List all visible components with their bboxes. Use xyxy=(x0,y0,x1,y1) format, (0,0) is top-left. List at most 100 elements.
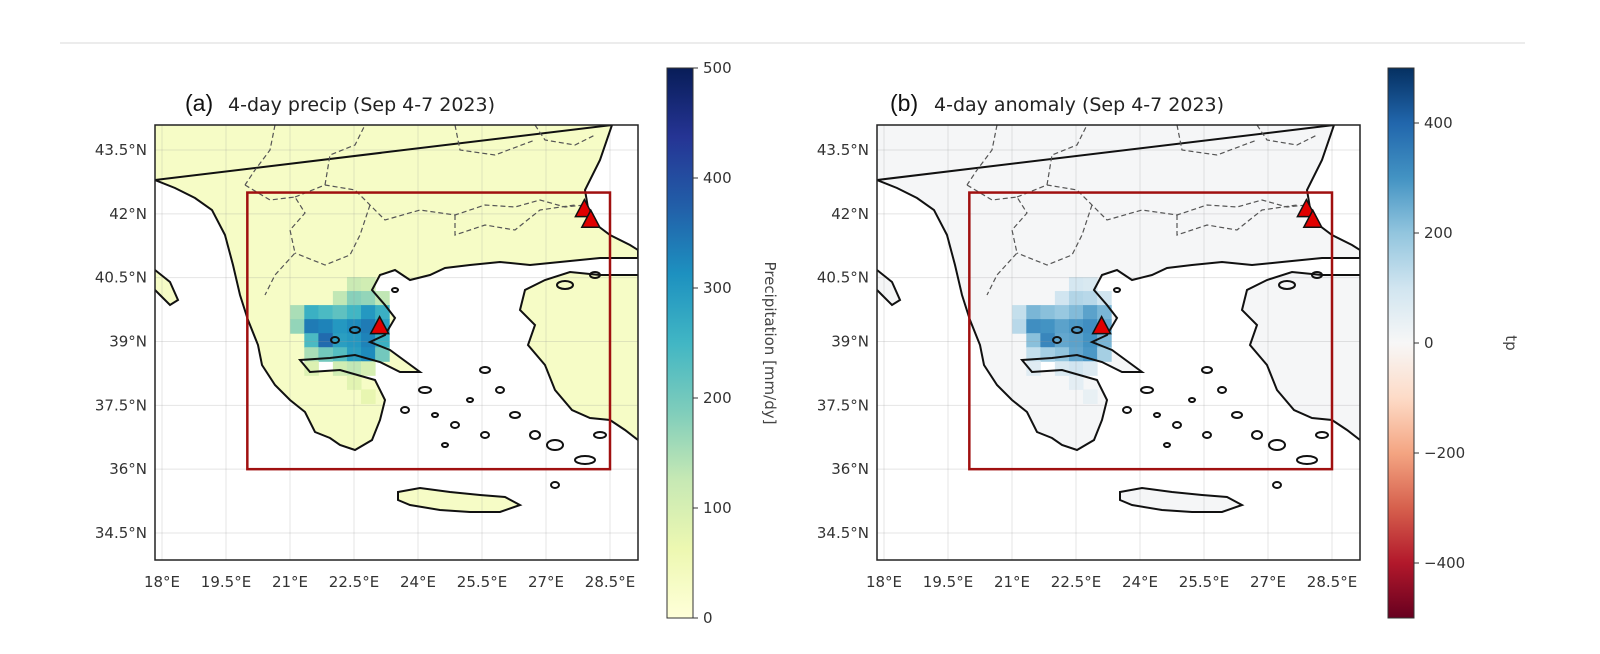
region-box xyxy=(246,191,612,471)
lon-tick-label: 24°E xyxy=(1122,573,1158,591)
data-cell xyxy=(1097,347,1112,362)
panel-letter: (b) xyxy=(890,90,918,116)
coastline xyxy=(155,125,638,452)
country-border xyxy=(324,125,366,186)
lon-tick-label: 27°E xyxy=(528,573,564,591)
axes-frame xyxy=(154,124,639,561)
data-cell xyxy=(361,291,376,306)
data-cell xyxy=(1083,361,1098,376)
data-cell xyxy=(1068,375,1084,390)
country-border xyxy=(244,184,306,296)
data-cell xyxy=(1012,319,1027,334)
country-border xyxy=(454,204,576,236)
map-axes: 18°E 19.5°E 21°E 22.5°E 24°E 25.5°E 27°E 28.5°E… xyxy=(95,124,639,591)
island xyxy=(550,481,560,489)
land-crete xyxy=(398,488,520,512)
coastline xyxy=(877,125,1360,452)
country-border xyxy=(1046,125,1088,186)
region-box xyxy=(968,191,1334,471)
island xyxy=(1201,366,1213,374)
lon-tick-label: 19.5°E xyxy=(201,573,251,591)
colorbar-tick-label: 400 xyxy=(1424,114,1453,132)
data-cell xyxy=(1040,333,1055,348)
island xyxy=(1296,455,1318,465)
island xyxy=(509,411,521,419)
island xyxy=(1172,421,1182,429)
data-cell xyxy=(346,333,362,348)
data-cell xyxy=(290,319,305,334)
data-cell xyxy=(1026,305,1041,320)
data-cell xyxy=(1012,305,1027,320)
data-cell xyxy=(375,305,390,320)
coastline xyxy=(1240,270,1360,441)
colorbar-tick-label: 300 xyxy=(703,279,732,297)
colorbar-tick-label: 100 xyxy=(703,499,732,517)
lat-tick-label: 34.5°N xyxy=(817,524,869,542)
data-cell xyxy=(375,291,390,306)
island xyxy=(479,366,491,374)
colorbar-label: tp xyxy=(1502,335,1520,350)
island xyxy=(1188,397,1196,403)
panel-title: 4-day precip (Sep 4-7 2023) xyxy=(228,94,495,116)
island xyxy=(1217,386,1227,394)
lon-tick-label: 21°E xyxy=(272,573,308,591)
country-border xyxy=(454,125,536,156)
island xyxy=(1113,287,1121,293)
data-cell xyxy=(361,333,376,348)
country-border xyxy=(1176,125,1258,156)
lat-tick-label: 42°N xyxy=(831,205,869,223)
country-border xyxy=(966,125,998,186)
lat-tick-label: 43.5°N xyxy=(95,141,147,159)
data-cell xyxy=(318,319,333,334)
colorbar-tick-label: −400 xyxy=(1424,554,1465,572)
triangle-marker xyxy=(369,315,390,335)
country-border xyxy=(534,125,596,146)
lat-tick-label: 40.5°N xyxy=(817,269,869,287)
island xyxy=(1202,431,1212,439)
lon-tick-label: 22.5°E xyxy=(329,573,379,591)
coastline-crete xyxy=(397,486,523,513)
lon-tick-label: 25.5°E xyxy=(457,573,507,591)
coastline-italy xyxy=(877,269,902,307)
coastline-italy xyxy=(155,269,180,307)
data-cell xyxy=(1068,291,1084,306)
panel-b-anomaly-map: 18°E 19.5°E 21°E 22.5°E 24°E 25.5°E 27°E 28.5°E… xyxy=(817,67,1520,619)
lat-tick-label: 37.5°N xyxy=(817,396,869,414)
colorbar-tick-label: 200 xyxy=(703,389,732,407)
colorbar-tick-label: 0 xyxy=(1424,334,1434,352)
data-cell xyxy=(1083,291,1098,306)
data-cell xyxy=(318,333,333,348)
data-cell xyxy=(361,305,376,320)
data-cell xyxy=(346,305,362,320)
data-cell xyxy=(1097,291,1112,306)
island xyxy=(418,386,432,394)
island xyxy=(589,271,601,279)
colorbar xyxy=(1387,67,1415,619)
island xyxy=(391,287,399,293)
map-axes: 18°E 19.5°E 21°E 22.5°E 24°E 25.5°E 27°E 28.5°E… xyxy=(817,124,1361,591)
coastline-crete xyxy=(1119,486,1245,513)
data-cell xyxy=(332,319,348,334)
island xyxy=(431,412,439,418)
triangle-marker xyxy=(1302,208,1324,228)
data-cell xyxy=(1026,333,1041,348)
data-cell xyxy=(346,277,362,292)
island xyxy=(441,442,449,448)
island xyxy=(1251,430,1263,440)
land-crete xyxy=(1120,488,1242,512)
data-cell xyxy=(361,361,376,376)
data-cell xyxy=(304,333,319,348)
island xyxy=(529,430,541,440)
data-cell xyxy=(375,347,390,362)
country-border xyxy=(1256,125,1318,146)
coastline xyxy=(518,270,638,441)
data-cell xyxy=(1068,305,1084,320)
island xyxy=(1140,386,1154,394)
island xyxy=(1268,439,1286,451)
island xyxy=(574,455,596,465)
lon-tick-label: 28.5°E xyxy=(1307,573,1357,591)
colorbar-tick-label: 0 xyxy=(703,609,713,627)
data-cell xyxy=(290,305,305,320)
lat-tick-label: 37.5°N xyxy=(95,396,147,414)
lon-tick-label: 21°E xyxy=(994,573,1030,591)
